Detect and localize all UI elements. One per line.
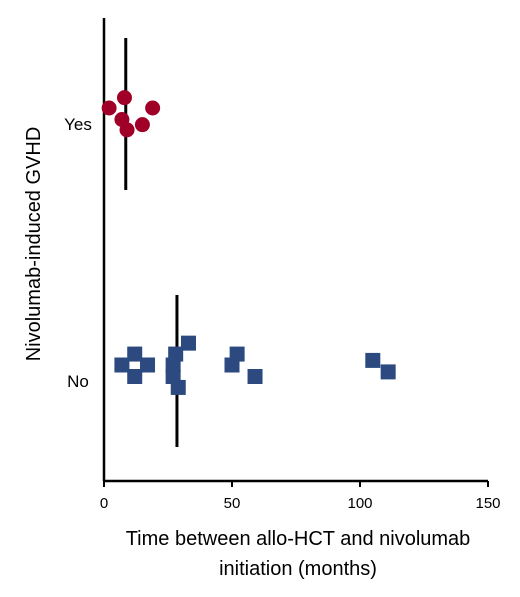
category-labels: Yes No [64, 115, 92, 391]
data-point [101, 100, 117, 116]
data-point [229, 346, 245, 362]
median-lines [124, 38, 179, 447]
x-tick-label: 100 [347, 495, 372, 512]
category-label-no: No [67, 372, 89, 391]
x-tick-label: 50 [224, 495, 241, 512]
data-points [101, 90, 396, 395]
data-point [170, 379, 186, 395]
data-point [127, 369, 143, 384]
x-axis-title-line-2: initiation (months) [219, 558, 377, 580]
x-axis-title-line-1: Time between allo-HCT and nivolumab [126, 528, 471, 550]
data-point [180, 335, 196, 351]
x-tick-label: 0 [100, 495, 108, 512]
data-point [145, 100, 161, 116]
data-point [127, 346, 143, 362]
data-point [116, 90, 132, 106]
data-point [365, 352, 381, 368]
data-point [168, 346, 184, 362]
data-point [119, 122, 135, 138]
data-point [380, 364, 396, 380]
category-label-yes: Yes [64, 115, 92, 134]
data-point [140, 357, 156, 373]
y-axis-title: Nivolumab-induced GVHD [23, 127, 45, 362]
axes [102, 18, 488, 483]
data-point [134, 117, 150, 133]
x-ticks: 0 50 100 150 [100, 481, 501, 512]
x-tick-label: 150 [475, 495, 500, 512]
data-point [114, 357, 130, 373]
data-point [247, 369, 263, 384]
